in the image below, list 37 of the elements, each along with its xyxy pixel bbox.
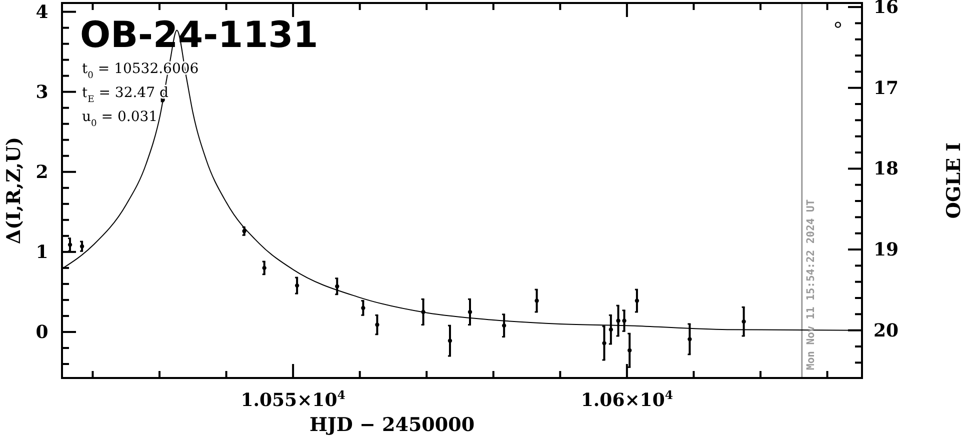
point: [616, 318, 620, 323]
point: [375, 322, 380, 327]
point: [294, 283, 300, 288]
point: [688, 337, 692, 342]
point: [622, 318, 626, 323]
annotation: u$_{0}$ = 0.031: [82, 109, 158, 129]
point: [602, 341, 606, 346]
y2-tick-label: 16: [873, 0, 899, 18]
y-axis-title: Δ(I,R,Z,U): [3, 136, 25, 244]
point: [502, 323, 506, 328]
point: [468, 310, 472, 314]
annotation: Mon Nov 11 15:54:22 2024 UT: [804, 199, 817, 370]
point: [68, 242, 72, 247]
point: [80, 244, 84, 248]
y2-axis-title: OGLE I: [943, 142, 965, 219]
y2-tick-label: 20: [873, 320, 899, 342]
y-tick-label: 1: [36, 242, 48, 263]
point: [534, 298, 539, 303]
y2-tick-label: 18: [873, 158, 899, 180]
y-tick-label: 3: [36, 82, 48, 103]
x-tick-label: 1.06×10$^{4}$: [580, 388, 674, 411]
y2-tick-label: 17: [873, 78, 899, 99]
point: [742, 319, 746, 324]
y-tick-label: 0: [36, 322, 48, 343]
y-tick-label: 2: [36, 162, 48, 183]
point: [361, 306, 366, 310]
x-axis-title: HJD − 2450000: [309, 414, 475, 436]
point: [262, 266, 266, 270]
point: [608, 327, 614, 332]
point: [448, 338, 452, 343]
y-tick-label: 4: [36, 2, 48, 23]
point: [628, 348, 632, 352]
x-tick-label: 1.055×10$^{4}$: [240, 388, 346, 411]
y2-tick-label: 19: [873, 240, 899, 260]
point: [634, 298, 640, 303]
chart-title: OB-24-1131: [80, 15, 318, 56]
point: [335, 284, 340, 288]
